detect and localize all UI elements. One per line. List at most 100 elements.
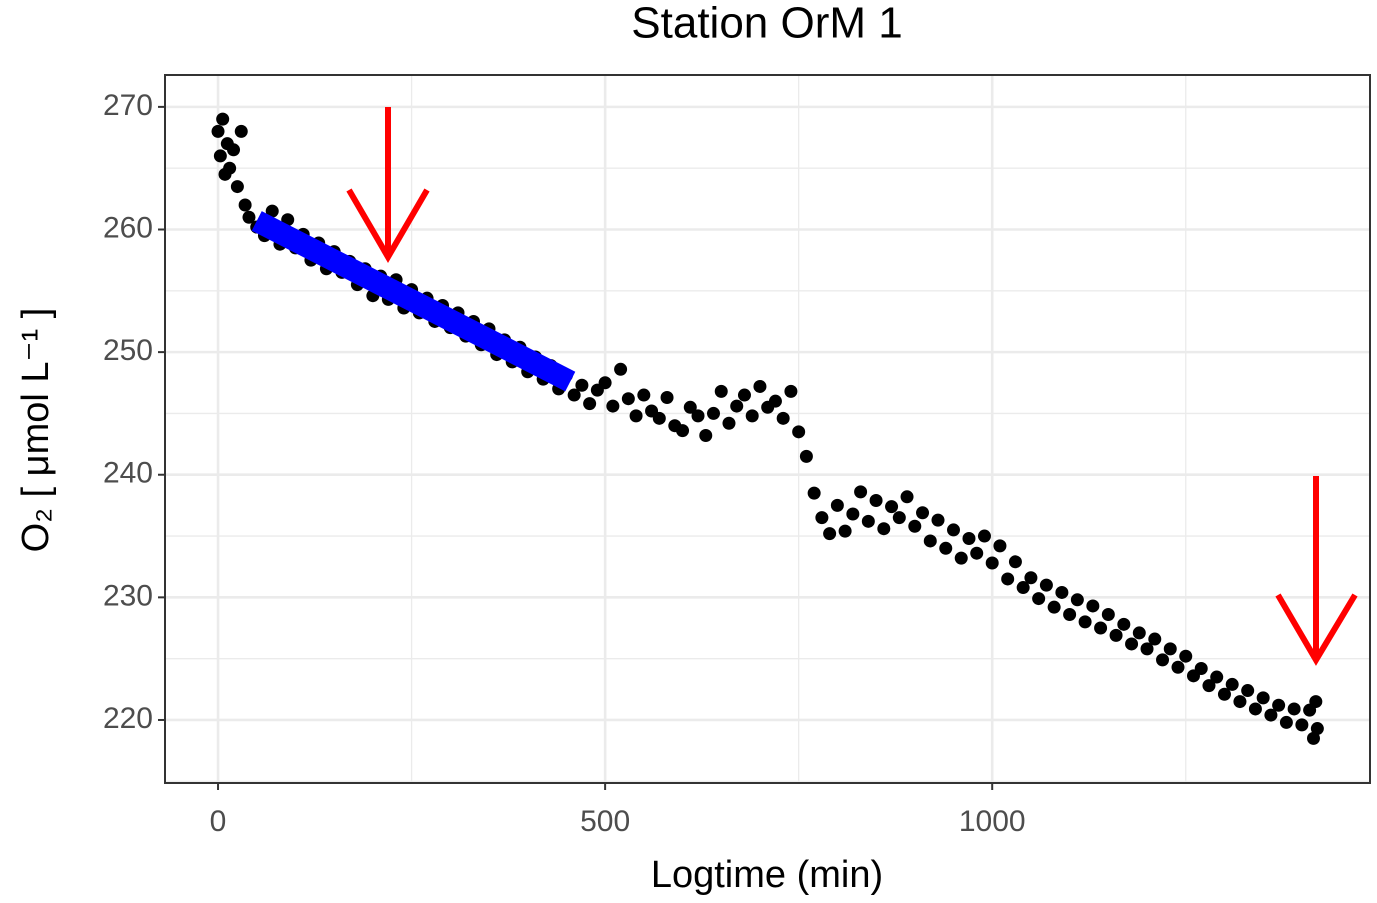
point (1101, 608, 1115, 622)
point (830, 498, 844, 512)
point (1225, 677, 1239, 691)
point (1016, 581, 1030, 595)
point (1148, 632, 1162, 646)
arrow (1275, 476, 1358, 666)
point (227, 143, 241, 157)
y-tick-label: 230 (103, 579, 153, 612)
point (1039, 578, 1053, 592)
y-tick-label: 220 (103, 702, 153, 735)
x-tick-label: 1000 (959, 805, 1026, 838)
point (1233, 695, 1247, 709)
point (892, 511, 906, 525)
point (1163, 642, 1177, 656)
point (1132, 626, 1146, 640)
arrow (346, 107, 430, 263)
point (1202, 679, 1216, 693)
point (869, 493, 883, 507)
x-tick-label: 500 (580, 805, 630, 838)
point (637, 388, 651, 402)
point (846, 507, 860, 521)
point (885, 500, 899, 514)
point (676, 424, 690, 438)
point (854, 485, 868, 499)
point (1063, 608, 1077, 622)
point (211, 124, 225, 138)
point (1272, 698, 1286, 712)
y-tick-label: 260 (103, 211, 153, 244)
point (1295, 718, 1309, 732)
point (1156, 653, 1170, 667)
point (1078, 615, 1092, 629)
point (691, 409, 705, 423)
point (1310, 722, 1324, 736)
point (1055, 585, 1069, 599)
panel (165, 75, 1370, 783)
point (1264, 708, 1278, 722)
point (242, 210, 256, 224)
point (745, 409, 759, 423)
point (1024, 571, 1038, 585)
point (621, 392, 635, 406)
point (908, 519, 922, 533)
point (598, 376, 612, 390)
point (216, 112, 230, 126)
x-axis-label: Logtime (min) (651, 854, 883, 896)
point (923, 534, 937, 548)
point (1125, 637, 1139, 651)
point (234, 124, 248, 138)
point (707, 406, 721, 420)
point (737, 388, 751, 402)
point (714, 384, 728, 398)
point (583, 397, 597, 411)
point (1109, 628, 1123, 642)
point (1279, 715, 1293, 729)
point (575, 378, 589, 392)
point (1179, 649, 1193, 663)
point (1171, 660, 1185, 674)
point (614, 362, 628, 376)
point (939, 541, 953, 555)
point (838, 524, 852, 538)
point (1086, 599, 1100, 613)
point (1309, 695, 1323, 709)
point (753, 379, 767, 393)
point (815, 511, 829, 525)
point (213, 149, 227, 163)
point (954, 551, 968, 565)
point (776, 411, 790, 425)
point (683, 400, 697, 414)
point (807, 486, 821, 500)
y-tick-label: 250 (103, 334, 153, 367)
point (265, 204, 279, 218)
point (1287, 702, 1301, 716)
x-tick-label: 0 (210, 805, 227, 838)
point (1306, 731, 1320, 745)
point (916, 506, 930, 520)
point (1070, 593, 1084, 607)
point (962, 531, 976, 545)
point (1217, 687, 1231, 701)
y-tick-label: 270 (103, 89, 153, 122)
point (722, 416, 736, 430)
point (660, 390, 674, 404)
point (823, 527, 837, 541)
point (877, 522, 891, 536)
point (946, 523, 960, 537)
point (768, 394, 782, 408)
point (799, 449, 813, 463)
point (1032, 592, 1046, 606)
point (1001, 572, 1015, 586)
point (792, 425, 806, 439)
point (1194, 661, 1208, 675)
point (1256, 691, 1270, 705)
panel-border (164, 74, 1371, 784)
point (1140, 642, 1154, 656)
point (1094, 621, 1108, 635)
point (629, 409, 643, 423)
point (993, 539, 1007, 553)
point (1248, 702, 1262, 716)
point (1210, 670, 1224, 684)
point (1008, 555, 1022, 569)
point (1241, 684, 1255, 698)
chart-title: Station OrM 1 (631, 0, 902, 48)
